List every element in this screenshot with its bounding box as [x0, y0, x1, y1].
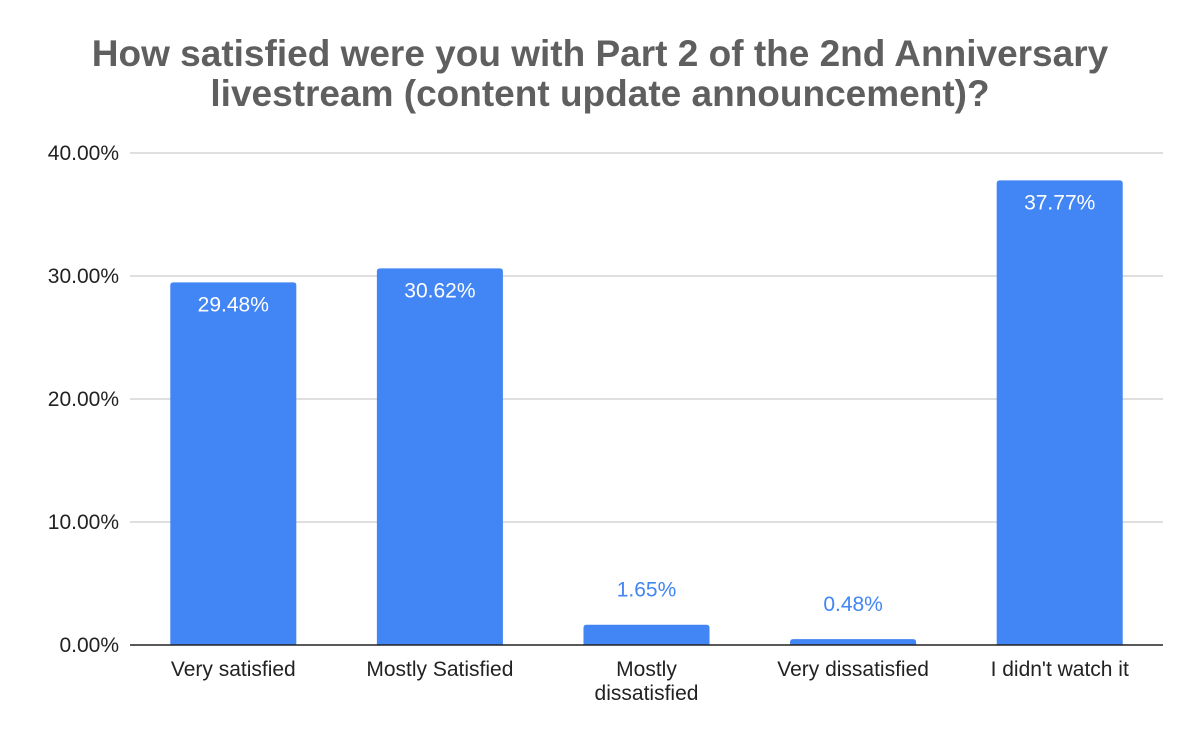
- bars: [170, 180, 1123, 645]
- x-category-label: Mostly Satisfied: [366, 658, 513, 681]
- data-label: 30.62%: [404, 279, 475, 302]
- x-category-label: dissatisfied: [595, 682, 699, 705]
- chart-title: How satisfied were you with Part 2 of th…: [0, 34, 1200, 114]
- x-category-label: I didn't watch it: [991, 658, 1129, 681]
- bar: [583, 624, 710, 645]
- y-tick-label: 10.00%: [48, 511, 119, 534]
- chart-title-line-1: How satisfied were you with Part 2 of th…: [91, 33, 1109, 74]
- x-category-label: Very dissatisfied: [777, 658, 929, 681]
- y-tick-label: 40.00%: [48, 142, 119, 165]
- bar: [376, 268, 503, 645]
- data-label: 0.48%: [823, 593, 883, 616]
- data-label: 1.65%: [617, 579, 677, 602]
- y-axis-tick-labels: 0.00% 10.00% 20.00% 30.00% 40.00%: [48, 142, 119, 657]
- gridlines: [130, 152, 1163, 523]
- x-axis-category-labels: Very satisfied Mostly Satisfied Mostlydiss…: [171, 658, 1129, 705]
- x-category-label: Very satisfied: [171, 658, 296, 681]
- chart-title-line-2: livestream (content update announcement)…: [210, 73, 990, 114]
- data-label: 37.77%: [1024, 191, 1095, 214]
- data-labels: 29.48% 30.62% 1.65% 0.48% 37.77%: [198, 191, 1096, 616]
- y-tick-label: 30.00%: [48, 265, 119, 288]
- bar: [170, 282, 297, 645]
- data-label: 29.48%: [198, 293, 269, 316]
- y-tick-label: 0.00%: [59, 634, 119, 657]
- bar: [790, 639, 917, 645]
- y-tick-label: 20.00%: [48, 388, 119, 411]
- bar: [996, 180, 1123, 645]
- x-category-label: Mostly: [616, 658, 677, 681]
